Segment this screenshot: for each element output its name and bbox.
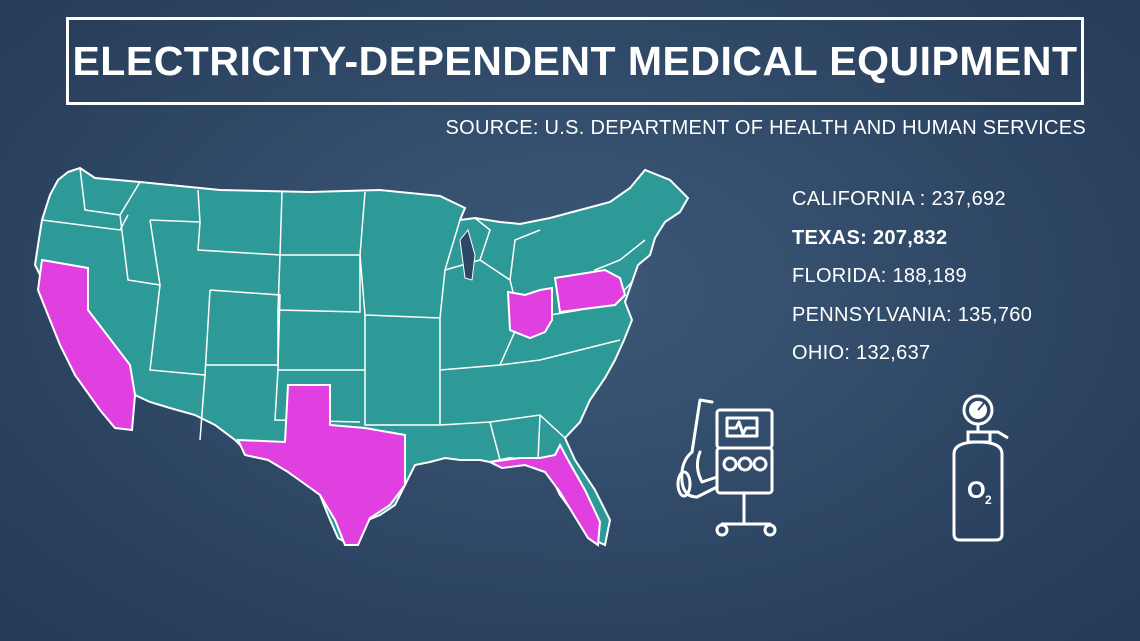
us-map xyxy=(33,166,690,547)
state-texas xyxy=(236,384,406,546)
ventilator-icon xyxy=(676,398,777,537)
great-lakes xyxy=(459,228,476,281)
page-title: ELECTRICITY-DEPENDENT MEDICAL EQUIPMENT xyxy=(72,37,1078,84)
stats-list: CALIFORNIA : 237,692 TEXAS: 207,832 FLOR… xyxy=(792,180,1112,373)
stat-california: CALIFORNIA : 237,692 xyxy=(792,188,1006,210)
state-ohio xyxy=(506,286,553,340)
oxygen-subscript: 2 xyxy=(985,493,992,507)
stat-ohio: OHIO: 132,637 xyxy=(792,342,931,364)
state-florida xyxy=(486,442,602,547)
state-pennsylvania xyxy=(553,268,627,314)
title-box: ELECTRICITY-DEPENDENT MEDICAL EQUIPMENT xyxy=(66,17,1084,105)
oxygen-tank-icon: O 2 xyxy=(952,394,1009,542)
state-california xyxy=(36,258,137,432)
stat-pennsylvania: PENNSYLVANIA: 135,760 xyxy=(792,303,1033,326)
stat-texas: TEXAS: 207,832 xyxy=(792,226,948,249)
source-note: SOURCE: U.S. DEPARTMENT OF HEALTH AND HU… xyxy=(445,117,1086,139)
state-borders xyxy=(41,167,646,461)
oxygen-label: O xyxy=(967,477,986,504)
stat-florida: FLORIDA: 188,189 xyxy=(792,265,967,287)
